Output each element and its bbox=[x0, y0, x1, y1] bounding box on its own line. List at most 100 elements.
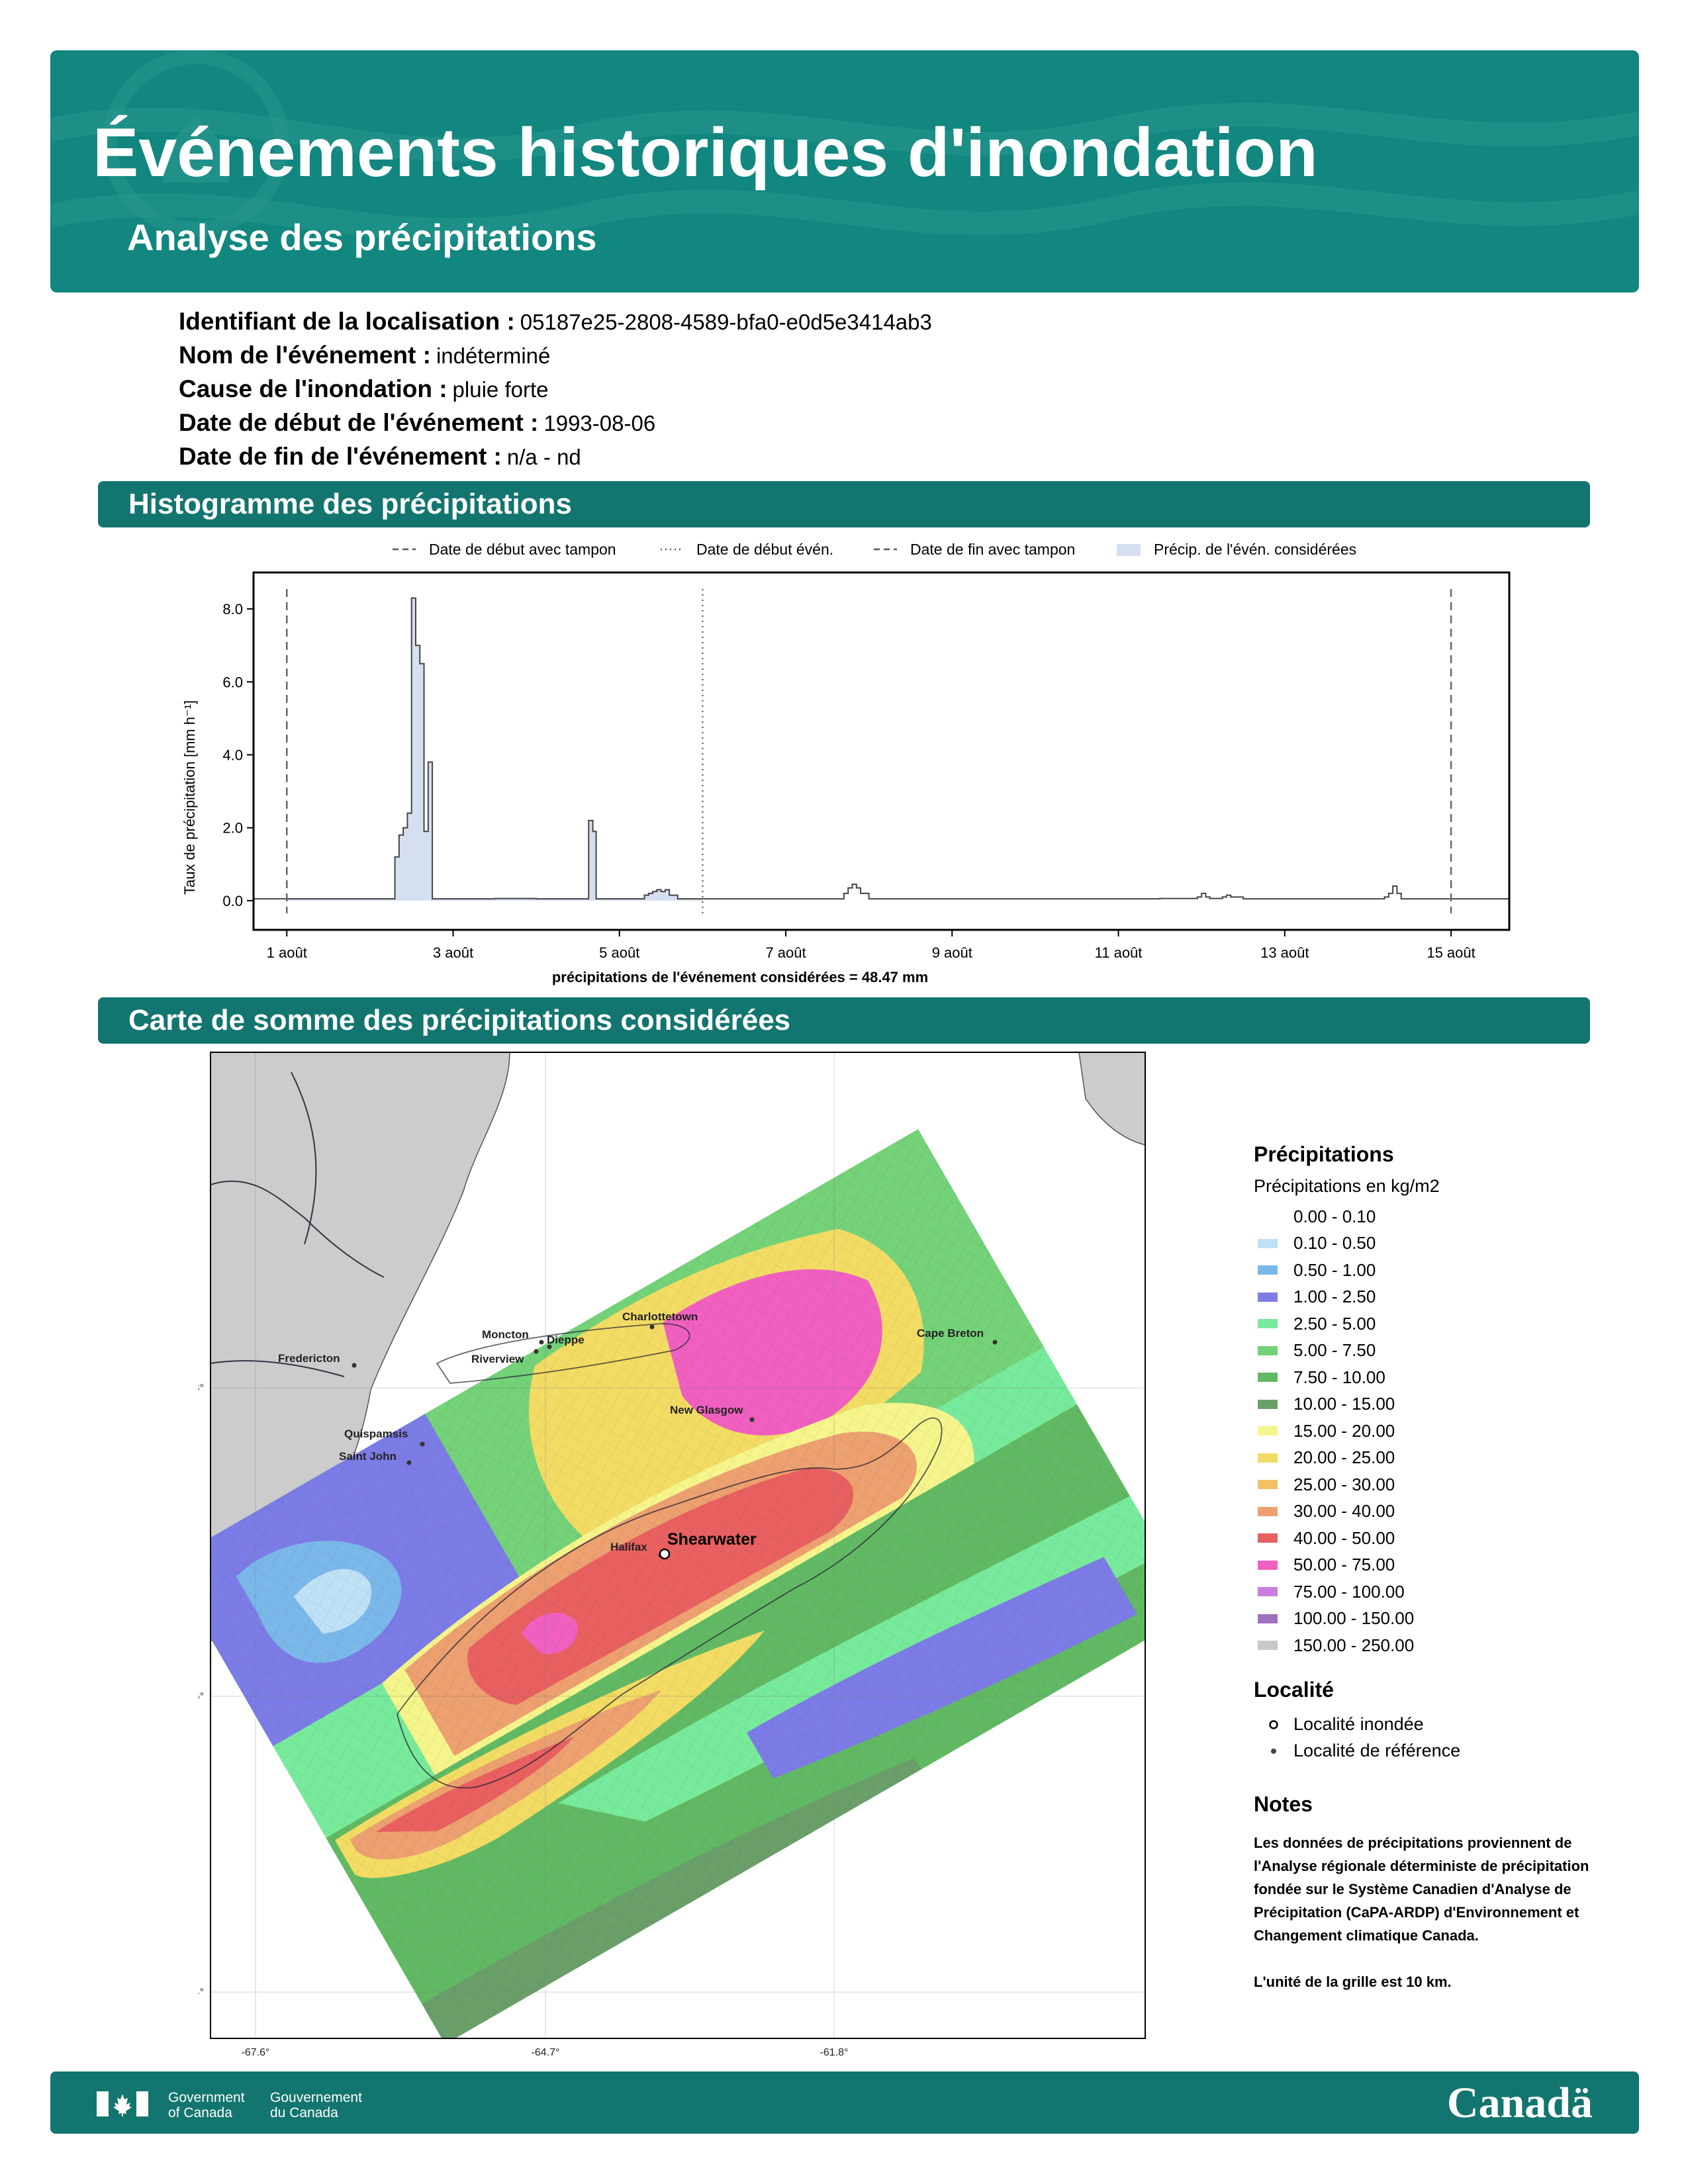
x-tick-label-5: 11 août bbox=[1095, 944, 1143, 961]
legend-title: Précipitations bbox=[1254, 1142, 1394, 1166]
legend-class-label: 0.10 - 0.50 bbox=[1293, 1233, 1376, 1253]
page-subtitle: Analyse des précipitations bbox=[127, 216, 597, 258]
gov-fr: Gouvernement du Canada bbox=[270, 2090, 362, 2120]
legend-class-7: 10.00 - 15.00 bbox=[1254, 1391, 1624, 1418]
legend-class-label: 2.50 - 5.00 bbox=[1293, 1313, 1376, 1334]
place-label-cape-breton: Cape Breton bbox=[917, 1327, 984, 1340]
legend-class-10: 25.00 - 30.00 bbox=[1254, 1471, 1624, 1498]
legend-swatch bbox=[1258, 1319, 1278, 1329]
x-tick-label-4: 9 août bbox=[932, 944, 972, 961]
lat-label-45-8: +45.8° bbox=[199, 1383, 204, 1394]
info-row-end-date: Date de fin de l'événement : n/a - nd bbox=[179, 443, 581, 470]
lat-label-41-4: +41.4° bbox=[199, 1987, 204, 1998]
place-label-new-glasgow: New Glasgow bbox=[670, 1404, 743, 1416]
place-label-halifax: Halifax bbox=[610, 1541, 647, 1553]
legend-class-label: 0.50 - 1.00 bbox=[1293, 1259, 1376, 1280]
legend-swatch bbox=[1258, 1265, 1278, 1275]
lon-label-64-7: -64.7° bbox=[532, 2047, 560, 2058]
x-tick-label-2: 5 août bbox=[599, 944, 639, 961]
x-tick-label-1: 3 août bbox=[433, 944, 473, 961]
legend-class-label: 5.00 - 7.50 bbox=[1293, 1340, 1376, 1361]
map-axis-labels: +45.8° +43.6° +41.4° -67.6° -64.7° -61.8… bbox=[199, 1383, 848, 2058]
gov-en: Government of Canada bbox=[168, 2090, 245, 2120]
place-label-saint-john: Saint John bbox=[339, 1450, 397, 1463]
info-row-flood-cause: Cause de l'inondation : pluie forte bbox=[179, 375, 549, 402]
x-tick-label-0: 1 août bbox=[267, 944, 307, 961]
lon-label-67-6: -67.6° bbox=[242, 2047, 270, 2058]
locality-flooded: Localité inondée bbox=[1254, 1711, 1624, 1738]
legend-event-start: Date de début évén. bbox=[696, 541, 833, 558]
legend-class-label: 0.00 - 0.10 bbox=[1293, 1206, 1376, 1226]
section-histogram-title: Histogramme des précipitations bbox=[98, 481, 1590, 527]
y-tick-label-0: 0.0 bbox=[222, 893, 243, 909]
legend-class-16: 150.00 - 250.00 bbox=[1254, 1632, 1624, 1659]
legend-classes: 0.00 - 0.10 0.10 - 0.50 0.50 - 1.00 1.00 - … bbox=[1254, 1203, 1624, 1659]
legend-class-label: 10.00 - 15.00 bbox=[1293, 1394, 1395, 1414]
header-banner: Événements historiques d'inondation Anal… bbox=[50, 50, 1639, 293]
notes-title: Notes bbox=[1254, 1792, 1313, 1816]
flooded-marker-icon bbox=[1254, 1719, 1293, 1730]
legend-class-6: 7.50 - 10.00 bbox=[1254, 1364, 1624, 1391]
legend-swatch bbox=[1258, 1641, 1278, 1651]
legend-swatch bbox=[1258, 1480, 1278, 1490]
canada-wordmark: Canadä bbox=[1446, 2079, 1593, 2127]
x-tick-label-3: 7 août bbox=[765, 944, 806, 961]
place-label-riverview: Riverview bbox=[471, 1353, 524, 1365]
legend-swatch bbox=[1258, 1614, 1278, 1623]
info-row-event-name: Nom de l'événement : indéterminé bbox=[179, 341, 551, 369]
legend-class-label: 25.00 - 30.00 bbox=[1293, 1474, 1395, 1494]
legend-class-0: 0.00 - 0.10 bbox=[1254, 1203, 1624, 1230]
legend-swatch bbox=[1258, 1453, 1278, 1463]
y-axis-label: Taux de précipitation [mm h⁻¹] bbox=[181, 700, 198, 895]
place-label-quispamsis: Quispamsis bbox=[344, 1428, 408, 1440]
legend-swatch bbox=[1258, 1587, 1278, 1597]
legend-swatch bbox=[1258, 1373, 1278, 1383]
legend-class-label: 100.00 - 150.00 bbox=[1293, 1608, 1415, 1629]
legend-swatch bbox=[1258, 1426, 1278, 1436]
lat-label-43-6: +43.6° bbox=[199, 1691, 204, 1702]
legend-swatch bbox=[1258, 1238, 1278, 1248]
legend-swatch bbox=[1258, 1345, 1278, 1355]
event-info: Identifiant de la localisation :05187e25… bbox=[179, 304, 932, 473]
page-title: Événements historiques d'inondation bbox=[93, 114, 1318, 191]
flooded-location-marker bbox=[659, 1548, 671, 1560]
legend-class-1: 0.10 - 0.50 bbox=[1254, 1230, 1624, 1257]
precipitation-field bbox=[211, 1129, 1145, 2038]
legend-subtitle: Précipitations en kg/m2 bbox=[1254, 1176, 1440, 1196]
place-label-dieppe: Dieppe bbox=[547, 1334, 585, 1346]
x-tick-label-7: 15 août bbox=[1427, 944, 1475, 961]
y-tick-label-4: 8.0 bbox=[222, 601, 243, 617]
info-row-start-date: Date de début de l'événement :1993-08-06 bbox=[179, 409, 656, 436]
y-tick-label-2: 4.0 bbox=[222, 747, 243, 764]
legend-class-label: 150.00 - 250.00 bbox=[1293, 1635, 1415, 1655]
canada-flag-icon bbox=[97, 2091, 148, 2116]
histogram-plot: 0.0 2.0 4.0 6.0 8.0 1 août 3 août 5 août 7 août 9… bbox=[222, 571, 1511, 961]
legend-class-label: 40.00 - 50.00 bbox=[1293, 1527, 1395, 1548]
legend-class-12: 40.00 - 50.00 bbox=[1254, 1525, 1624, 1552]
y-tick-label-1: 2.0 bbox=[222, 820, 243, 837]
nova-scotia-outline bbox=[397, 1417, 943, 1789]
legend-class-label: 75.00 - 100.00 bbox=[1293, 1581, 1405, 1602]
legend-swatch bbox=[1258, 1212, 1278, 1222]
pei-outline bbox=[436, 1323, 690, 1384]
section-map-title: Carte de somme des précipitations consid… bbox=[98, 997, 1590, 1044]
precipitation-map: Fredericton Moncton Dieppe Riverview Cha… bbox=[199, 1052, 1146, 2058]
legend-class-11: 30.00 - 40.00 bbox=[1254, 1498, 1624, 1525]
histogram-legend: Date de début avec tampon Date de début … bbox=[393, 541, 1356, 558]
legend-considered: Précip. de l'évén. considérées bbox=[1154, 541, 1356, 558]
plot-frame bbox=[252, 571, 1511, 931]
place-label-moncton: Moncton bbox=[482, 1328, 529, 1341]
legend-buffer-start: Date de début avec tampon bbox=[429, 541, 616, 558]
info-row-location-id: Identifiant de la localisation :05187e25… bbox=[179, 308, 932, 335]
legend-class-14: 75.00 - 100.00 bbox=[1254, 1578, 1624, 1606]
locality-title: Localité bbox=[1254, 1677, 1334, 1702]
legend-class-label: 20.00 - 25.00 bbox=[1293, 1447, 1395, 1468]
legend-swatch bbox=[1258, 1560, 1278, 1570]
banner-decoration bbox=[50, 50, 1639, 242]
reference-marker-icon bbox=[1254, 1746, 1293, 1756]
legend-class-label: 1.00 - 2.50 bbox=[1293, 1287, 1376, 1307]
legend-class-label: 30.00 - 40.00 bbox=[1293, 1501, 1395, 1522]
legend-class-2: 0.50 - 1.00 bbox=[1254, 1257, 1624, 1284]
footer-bar: Government of Canada Gouvernement du Canad… bbox=[50, 2071, 1639, 2134]
lon-label-61-8: -61.8° bbox=[820, 2047, 849, 2058]
